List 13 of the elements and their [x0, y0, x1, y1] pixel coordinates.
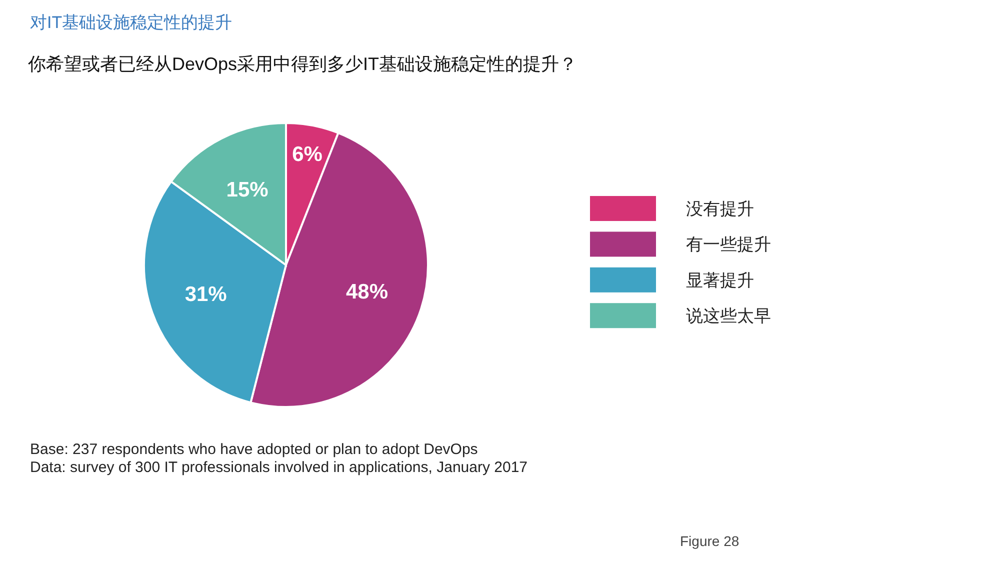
data-label: 48%: [346, 280, 388, 304]
legend-label: 说这些太早: [686, 306, 771, 326]
text: Base: 237 respondents who have adopted or plan to adopt DevOps: [30, 441, 478, 458]
legend-label: 没有提升: [686, 199, 754, 218]
text: Data: survey of 300 IT professionals involved in applications, January 2017: [30, 459, 528, 476]
caption: Figure 28: [680, 533, 740, 549]
legend-label: 有一些提升: [686, 235, 771, 254]
legend-label: 显著提升: [686, 270, 754, 290]
data-label: 15%: [226, 178, 269, 202]
chart-title: 对IT基础设施稳定性的提升: [30, 13, 232, 32]
chart-subtitle: 你希望或者已经从DevOps采用中得到多少IT基础设施稳定性的提升？: [27, 54, 578, 74]
data-label: 6%: [292, 142, 323, 166]
data-label: 31%: [184, 283, 228, 306]
